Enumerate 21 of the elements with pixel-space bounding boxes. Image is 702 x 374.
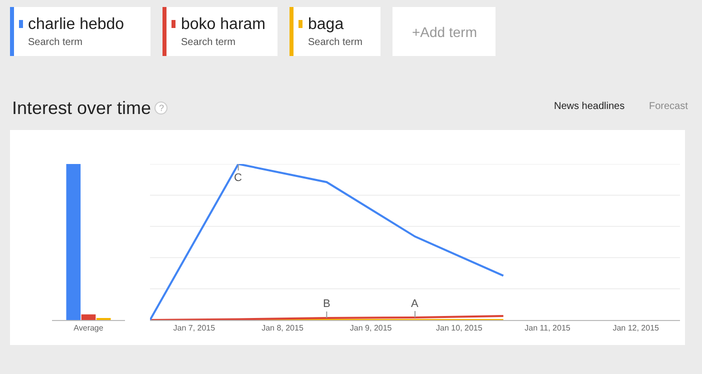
- legend-label: charlie hebdo: [28, 16, 124, 33]
- x-tick-label: Jan 9, 2015: [350, 324, 392, 333]
- chart-title: Interest over time: [12, 98, 152, 118]
- text: Search term: [28, 37, 82, 48]
- text: Forecast: [649, 101, 688, 112]
- x-tick-label: Jan 10, 2015: [436, 324, 483, 333]
- text: News headlines: [554, 101, 625, 112]
- x-tick-label: Jan 8, 2015: [262, 324, 304, 333]
- legend-label: boko haram: [181, 16, 266, 33]
- text: +Add term: [412, 24, 477, 40]
- text: Search term: [308, 37, 362, 48]
- x-tick-label: Jan 7, 2015: [173, 324, 216, 333]
- text: Search term: [181, 37, 236, 48]
- x-tick-label: Jan 11, 2015: [524, 324, 571, 333]
- text: ?: [159, 103, 164, 113]
- legend-label: baga: [308, 16, 344, 33]
- x-tick-label: Jan 12, 2015: [612, 324, 660, 333]
- annotation: C: [234, 172, 242, 184]
- x-tick-label: Average: [74, 324, 104, 333]
- annotation: A: [411, 298, 419, 310]
- annotation: B: [323, 298, 330, 310]
